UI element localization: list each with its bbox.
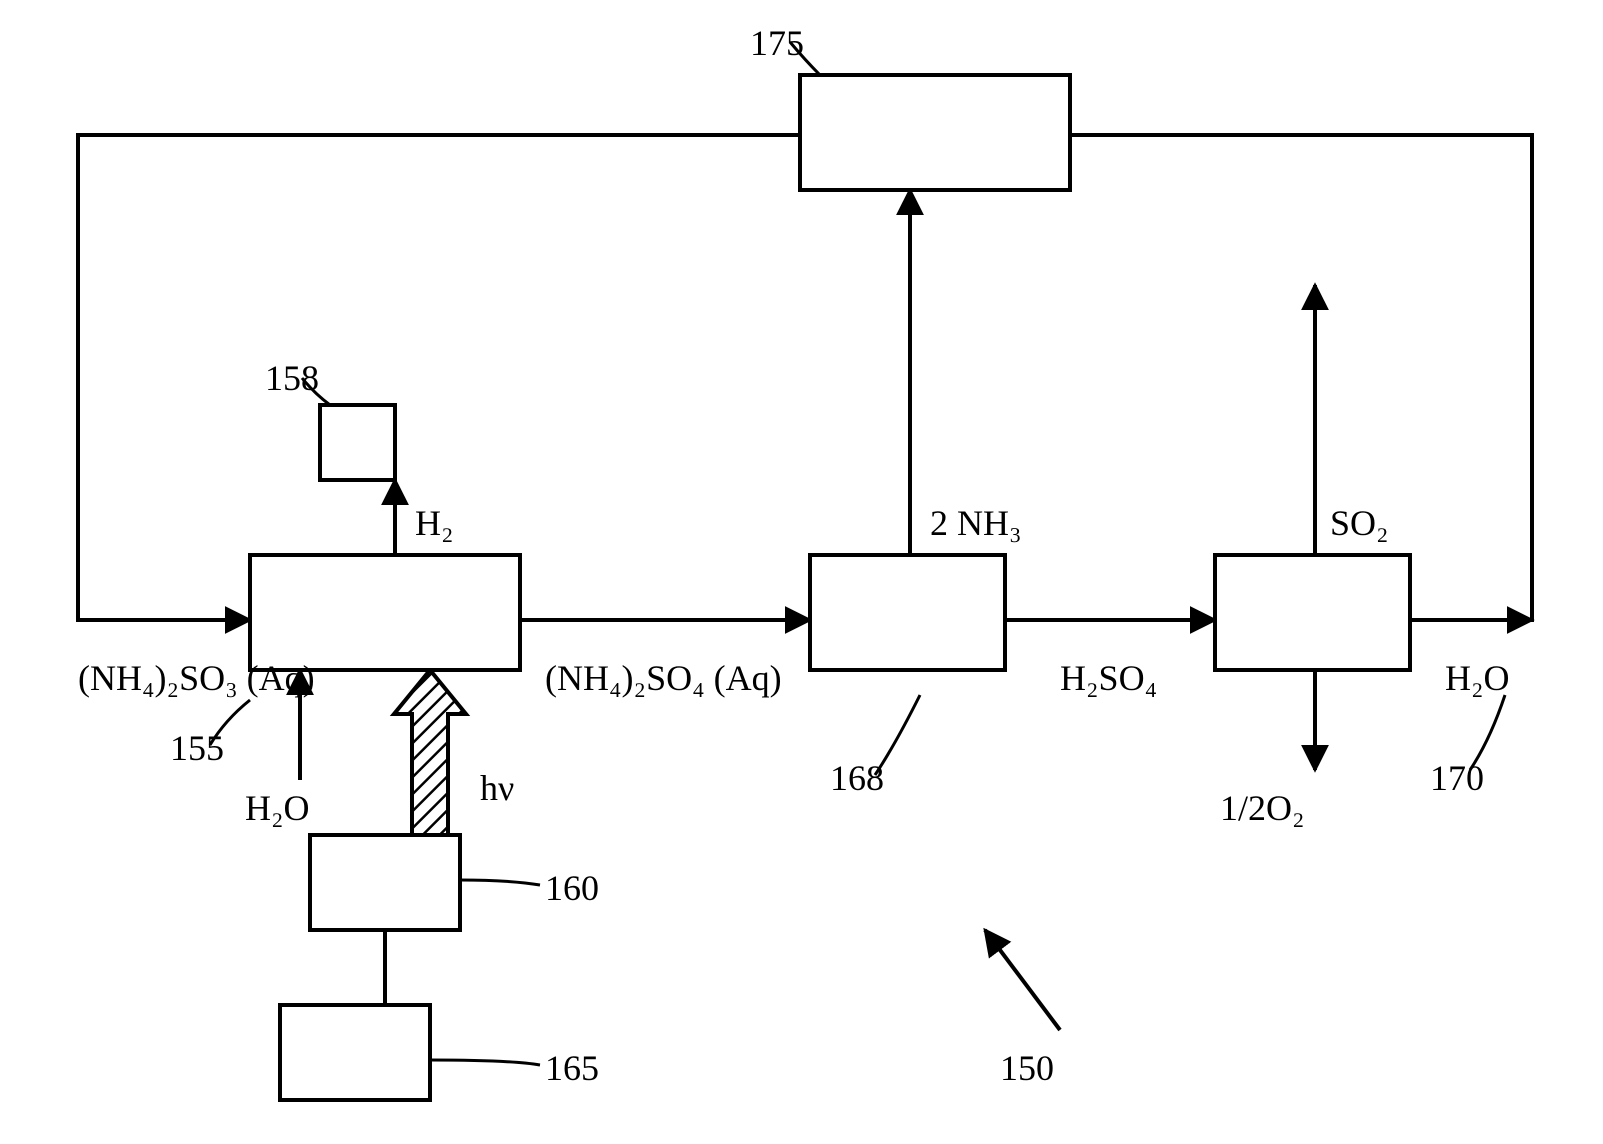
process-box-b155 (250, 555, 520, 670)
flow-label-l_half_o2: 1/2O₂ (1220, 788, 1305, 828)
flow-label-l_h2o_right: H₂O (1445, 658, 1510, 698)
flow-label-l_so2: SO₂ (1330, 503, 1389, 543)
ref-number-r150: 150 (1000, 1048, 1054, 1088)
ref-number-r168: 168 (830, 758, 884, 798)
flow-edge (78, 135, 800, 620)
leader-curve (460, 880, 540, 885)
ref-number-r160: 160 (545, 868, 599, 908)
flow-label-l_2nh3: 2 NH₃ (930, 503, 1022, 543)
process-box-b168 (810, 555, 1005, 670)
ref-number-r155: 155 (170, 728, 224, 768)
process-box-b175 (800, 75, 1070, 190)
photon-block-arrow (394, 670, 466, 835)
process-box-b158 (320, 405, 395, 480)
flow-edge (355, 930, 385, 1005)
ref-number-r170: 170 (1430, 758, 1484, 798)
process-box-b160 (310, 835, 460, 930)
ref-number-r158: 158 (265, 358, 319, 398)
flow-label-l_h2so4: H₂SO₄ (1060, 658, 1157, 698)
ref-number-r165: 165 (545, 1048, 599, 1088)
leader-curve (430, 1060, 540, 1065)
process-box-b170 (1215, 555, 1410, 670)
flow-label-l_h2o_bot: H₂O (245, 788, 310, 828)
ref-number-r175: 175 (750, 23, 804, 63)
flow-label-l_nh4so4: (NH₄)₂SO₄ (Aq) (545, 658, 782, 698)
flow-edge (985, 930, 1060, 1030)
process-box-b165 (280, 1005, 430, 1100)
flow-label-l_hv: hν (480, 768, 514, 808)
flow-label-l_nh4so3: (NH₄)₂SO₃ (Aq) (78, 658, 315, 698)
flow-edge (1070, 135, 1532, 620)
flow-label-l_h2: H₂ (415, 503, 454, 543)
